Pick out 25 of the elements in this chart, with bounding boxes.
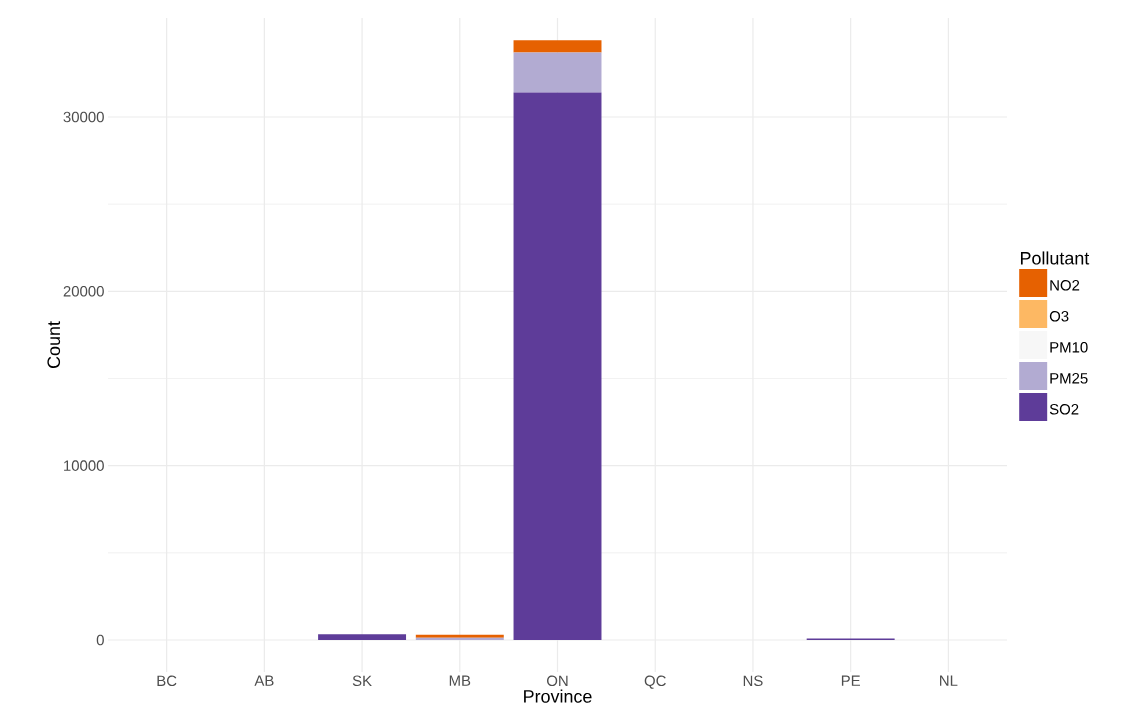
legend-label: PM25	[1050, 373, 1088, 384]
y-tick-label: 0	[96, 634, 104, 646]
x-tick-label: AB	[254, 675, 274, 686]
legend-title: Pollutant	[1020, 251, 1090, 265]
x-tick-label: NL	[940, 675, 958, 686]
legend-label: O3	[1049, 311, 1069, 322]
y-tick-label: 30000	[63, 111, 104, 123]
legend-label: PM10	[1050, 342, 1088, 353]
legend-label: NO2	[1050, 280, 1080, 291]
y-tick-label: 10000	[64, 460, 104, 471]
y-axis-title: Count	[47, 321, 61, 368]
x-tick-label: BC	[157, 675, 177, 687]
legend-label: SO2	[1049, 404, 1079, 415]
x-tick-label: ON	[547, 675, 568, 687]
x-tick-label: NS	[743, 675, 763, 687]
bar	[513, 92, 602, 640]
bar	[513, 40, 602, 53]
x-axis-title: Province	[524, 689, 592, 703]
x-tick-label: SK	[352, 675, 372, 687]
bar	[318, 634, 407, 640]
x-tick-label: PE	[841, 675, 860, 686]
x-tick-label: QC	[644, 675, 666, 689]
bar	[513, 52, 602, 93]
y-tick-label: 20000	[63, 286, 104, 297]
x-tick-label: MB	[449, 675, 471, 686]
